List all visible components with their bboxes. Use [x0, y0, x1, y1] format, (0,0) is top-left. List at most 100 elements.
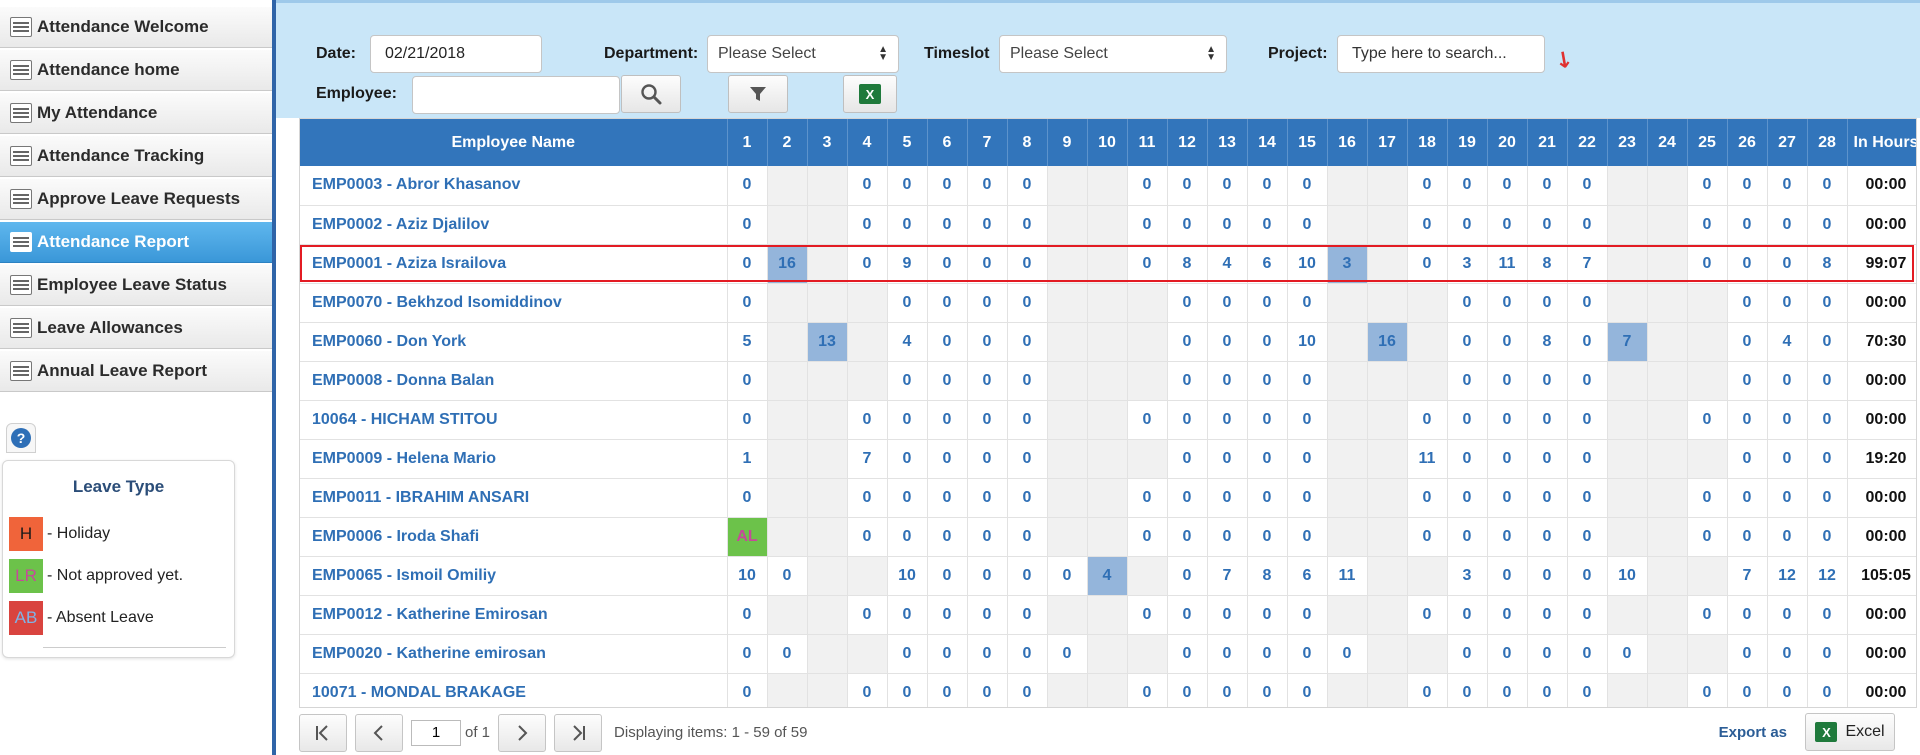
day-cell[interactable]: 0: [1767, 205, 1808, 245]
day-cell[interactable]: 0: [887, 439, 928, 479]
column-header-day[interactable]: 27: [1767, 119, 1808, 166]
day-cell[interactable]: 0: [927, 517, 968, 557]
day-cell[interactable]: 8: [1247, 556, 1288, 596]
day-cell[interactable]: 0: [1247, 166, 1288, 206]
day-cell[interactable]: 0: [1487, 556, 1528, 596]
day-cell[interactable]: 16: [1367, 322, 1408, 362]
sidebar-item-attendance-tracking[interactable]: Attendance Tracking: [0, 135, 272, 177]
day-cell[interactable]: 0: [1447, 478, 1488, 518]
day-cell[interactable]: 8: [1527, 244, 1568, 284]
sidebar-item-attendance-report[interactable]: Attendance Report: [0, 221, 272, 263]
table-row[interactable]: EMP0065 - Ismoil Omiliy 10 0 10 0 0 0 0 4 0 7 8 6 11 3…: [300, 556, 1916, 596]
day-cell[interactable]: 0: [1287, 205, 1328, 245]
day-cell[interactable]: 11: [1487, 244, 1528, 284]
day-cell[interactable]: 0: [847, 205, 888, 245]
day-cell[interactable]: 0: [927, 673, 968, 707]
table-row[interactable]: EMP0012 - Katherine Emirosan 0 0 0 0 0 0 0 0 0 0 0 0…: [300, 595, 1916, 635]
day-cell[interactable]: 0: [887, 205, 928, 245]
day-cell[interactable]: 0: [1527, 517, 1568, 557]
day-cell[interactable]: 0: [927, 283, 968, 323]
sidebar-item-approve-leave-requests[interactable]: Approve Leave Requests: [0, 178, 272, 220]
day-cell[interactable]: 8: [1527, 322, 1568, 362]
sidebar-item-employee-leave-status[interactable]: Employee Leave Status: [0, 264, 272, 306]
day-cell[interactable]: 8: [1807, 244, 1848, 284]
day-cell[interactable]: 0: [927, 634, 968, 674]
day-cell[interactable]: 0: [1407, 166, 1448, 206]
day-cell[interactable]: 0: [1527, 439, 1568, 479]
day-cell[interactable]: 0: [1567, 361, 1608, 401]
day-cell[interactable]: 0: [727, 205, 768, 245]
day-cell[interactable]: 10: [1287, 322, 1328, 362]
day-cell[interactable]: 3: [1447, 556, 1488, 596]
column-header-day[interactable]: 18: [1407, 119, 1448, 166]
day-cell[interactable]: 0: [1167, 673, 1208, 707]
help-button[interactable]: ?: [6, 423, 36, 453]
day-cell[interactable]: 0: [1287, 595, 1328, 635]
day-cell[interactable]: 0: [1247, 478, 1288, 518]
day-cell[interactable]: 0: [1447, 322, 1488, 362]
day-cell[interactable]: 9: [887, 244, 928, 284]
employee-name-link[interactable]: EMP0065 - Ismoil Omiliy: [300, 556, 728, 596]
table-row[interactable]: EMP0003 - Abror Khasanov 0 0 0 0 0 0 0 0 0 0 0 0 0 0 0 0…: [300, 166, 1916, 206]
day-cell[interactable]: 0: [1727, 205, 1768, 245]
day-cell[interactable]: 0: [1727, 361, 1768, 401]
column-header-day[interactable]: 12: [1167, 119, 1208, 166]
day-cell[interactable]: 0: [1007, 556, 1048, 596]
day-cell[interactable]: 0: [1207, 166, 1248, 206]
day-cell[interactable]: 0: [1167, 400, 1208, 440]
day-cell[interactable]: 0: [1127, 517, 1168, 557]
day-cell[interactable]: 0: [967, 400, 1008, 440]
day-cell[interactable]: 0: [1807, 517, 1848, 557]
day-cell[interactable]: AL: [727, 517, 768, 557]
day-cell[interactable]: 0: [1567, 673, 1608, 707]
day-cell[interactable]: 0: [1487, 673, 1528, 707]
day-cell[interactable]: 0: [1127, 244, 1168, 284]
day-cell[interactable]: 0: [1207, 517, 1248, 557]
day-cell[interactable]: 0: [1567, 322, 1608, 362]
day-cell[interactable]: 0: [1167, 361, 1208, 401]
day-cell[interactable]: 0: [887, 361, 928, 401]
excel-button[interactable]: X Excel: [1805, 713, 1895, 751]
column-header-day[interactable]: 4: [847, 119, 888, 166]
day-cell[interactable]: 0: [727, 595, 768, 635]
day-cell[interactable]: 0: [967, 673, 1008, 707]
department-select[interactable]: Please Select ▲ ▼: [707, 35, 899, 73]
table-row[interactable]: EMP0060 - Don York 5 13 4 0 0 0 0 0 0 10 16 0 0 8 0 7 0 4 0…: [300, 322, 1916, 362]
day-cell[interactable]: 0: [967, 205, 1008, 245]
day-cell[interactable]: 0: [1727, 400, 1768, 440]
day-cell[interactable]: 0: [1687, 244, 1728, 284]
day-cell[interactable]: 0: [1607, 634, 1648, 674]
day-cell[interactable]: 0: [1727, 439, 1768, 479]
day-cell[interactable]: 4: [887, 322, 928, 362]
day-cell[interactable]: 0: [1207, 205, 1248, 245]
column-header-day[interactable]: 9: [1047, 119, 1088, 166]
day-cell[interactable]: 0: [1247, 205, 1288, 245]
sidebar-item-annual-leave-report[interactable]: Annual Leave Report: [0, 350, 272, 392]
day-cell[interactable]: 0: [1727, 322, 1768, 362]
day-cell[interactable]: 4: [1207, 244, 1248, 284]
day-cell[interactable]: 0: [1447, 400, 1488, 440]
table-row[interactable]: EMP0009 - Helena Mario 1 7 0 0 0 0 0 0 0 0 11 0 0 0 0 0 0…: [300, 439, 1916, 479]
day-cell[interactable]: 0: [847, 244, 888, 284]
day-cell[interactable]: 0: [1727, 478, 1768, 518]
day-cell[interactable]: 0: [1407, 517, 1448, 557]
day-cell[interactable]: 0: [1007, 205, 1048, 245]
column-header-day[interactable]: 26: [1727, 119, 1768, 166]
day-cell[interactable]: 0: [1807, 595, 1848, 635]
day-cell[interactable]: 0: [1767, 517, 1808, 557]
day-cell[interactable]: 0: [1727, 634, 1768, 674]
day-cell[interactable]: 0: [1727, 517, 1768, 557]
day-cell[interactable]: 0: [1207, 478, 1248, 518]
day-cell[interactable]: 0: [767, 634, 808, 674]
day-cell[interactable]: 11: [1327, 556, 1368, 596]
date-input[interactable]: 02/21/2018: [370, 35, 542, 73]
day-cell[interactable]: 0: [1807, 283, 1848, 323]
column-header-day[interactable]: 2: [767, 119, 808, 166]
day-cell[interactable]: 0: [1527, 361, 1568, 401]
day-cell[interactable]: 0: [1767, 595, 1808, 635]
day-cell[interactable]: 0: [887, 478, 928, 518]
day-cell[interactable]: 0: [1287, 517, 1328, 557]
day-cell[interactable]: 16: [767, 244, 808, 284]
excel-export-button[interactable]: X: [843, 75, 897, 113]
day-cell[interactable]: 0: [1247, 361, 1288, 401]
